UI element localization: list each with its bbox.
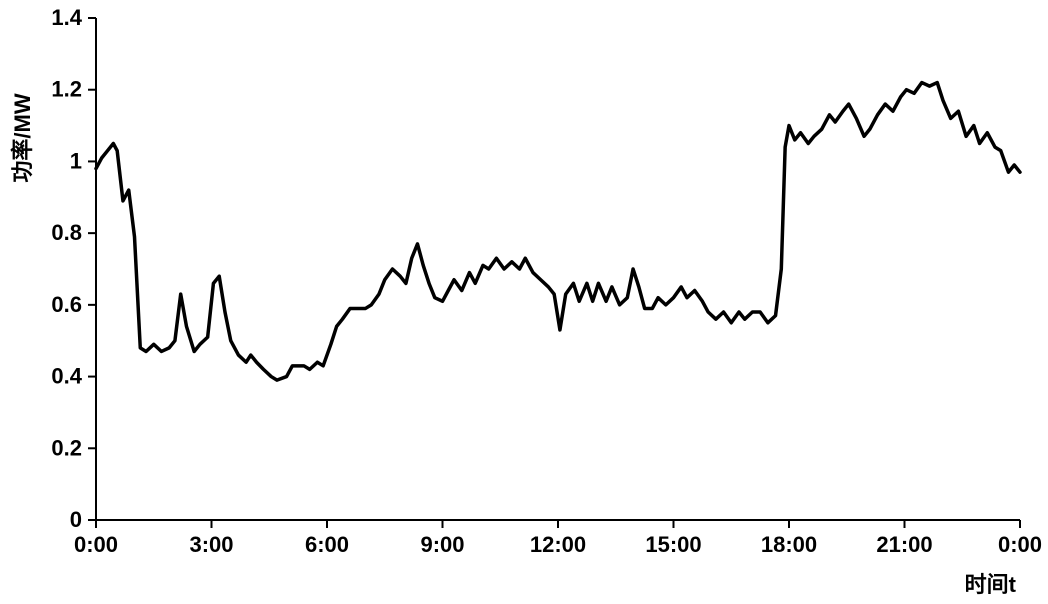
y-tick-label: 0: [70, 507, 82, 532]
y-tick-label: 0.2: [51, 435, 82, 460]
y-tick-label: 1.2: [51, 77, 82, 102]
x-tick-label: 12:00: [530, 532, 586, 557]
x-tick-label: 0:00: [74, 532, 118, 557]
x-tick-label: 6:00: [305, 532, 349, 557]
x-tick-label: 3:00: [189, 532, 233, 557]
x-tick-label: 15:00: [645, 532, 701, 557]
y-tick-label: 0.6: [51, 292, 82, 317]
y-tick-label: 0.8: [51, 220, 82, 245]
y-tick-label: 0.4: [51, 364, 82, 389]
x-tick-label: 0:00: [998, 532, 1042, 557]
y-tick-label: 1.4: [51, 5, 82, 30]
line-chart: 0 0.2 0.4 0.6 0.8 1 1.2 1.4 0:00 3:00 6:00 9:00 12:0…: [0, 0, 1048, 604]
chart-svg: 0 0.2 0.4 0.6 0.8 1 1.2 1.4 0:00 3:00 6:00 9:00 12:0…: [0, 0, 1048, 604]
y-tick-label: 1: [70, 148, 82, 173]
x-tick-label: 21:00: [876, 532, 932, 557]
y-axis-label: 功率/MW: [10, 93, 35, 182]
x-tick-label: 9:00: [420, 532, 464, 557]
x-axis-label: 时间t: [965, 572, 1017, 597]
x-tick-label: 18:00: [761, 532, 817, 557]
